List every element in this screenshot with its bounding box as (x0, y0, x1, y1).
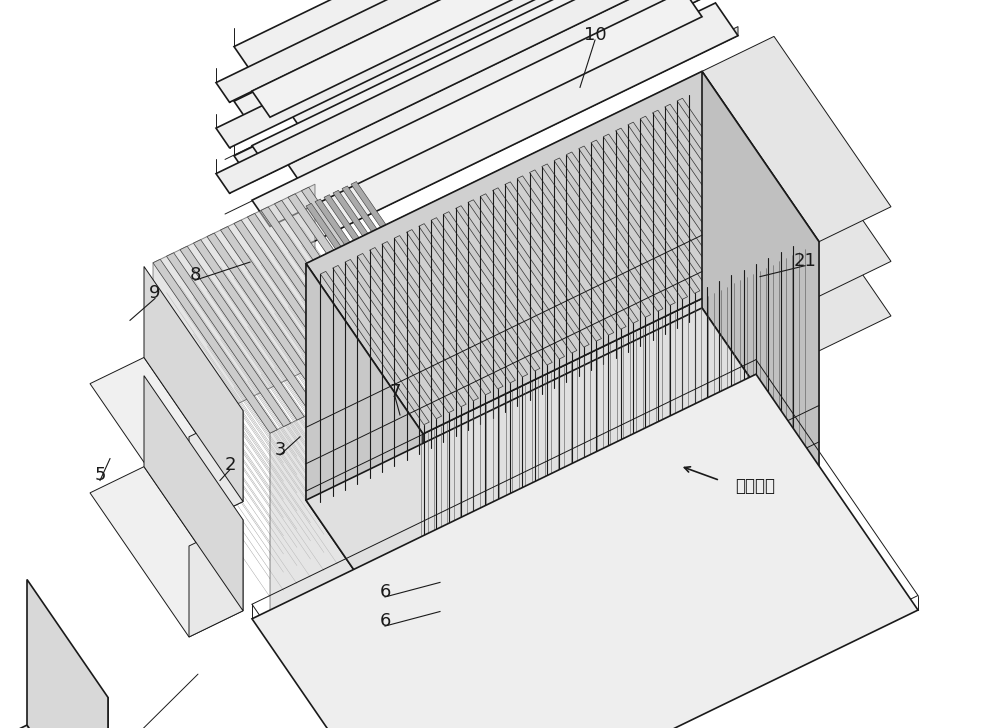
Polygon shape (234, 220, 358, 394)
Polygon shape (702, 71, 819, 478)
Polygon shape (248, 213, 372, 387)
Polygon shape (665, 104, 774, 258)
Polygon shape (216, 0, 698, 193)
Polygon shape (394, 236, 503, 389)
Polygon shape (628, 122, 737, 275)
Text: 5: 5 (94, 467, 106, 484)
Polygon shape (252, 0, 702, 117)
Polygon shape (270, 355, 432, 615)
Polygon shape (90, 467, 243, 637)
Polygon shape (315, 199, 419, 346)
Polygon shape (554, 158, 663, 312)
Text: 2: 2 (224, 456, 236, 473)
Polygon shape (324, 194, 428, 341)
Polygon shape (640, 116, 749, 269)
Text: 3: 3 (274, 441, 286, 459)
Polygon shape (677, 98, 786, 252)
Polygon shape (652, 110, 761, 264)
Polygon shape (234, 0, 684, 182)
Polygon shape (357, 253, 466, 407)
Polygon shape (493, 188, 602, 341)
Polygon shape (207, 233, 331, 407)
Polygon shape (419, 223, 528, 377)
Polygon shape (302, 187, 426, 361)
Polygon shape (306, 26, 738, 245)
Polygon shape (180, 246, 304, 420)
Polygon shape (333, 266, 442, 419)
Polygon shape (252, 0, 702, 172)
Polygon shape (189, 411, 243, 528)
Polygon shape (320, 272, 429, 424)
Polygon shape (616, 128, 724, 282)
Polygon shape (591, 140, 700, 293)
Polygon shape (274, 200, 399, 374)
Polygon shape (702, 36, 891, 242)
Polygon shape (333, 190, 437, 337)
Text: 6: 6 (379, 583, 391, 601)
Text: 21: 21 (794, 252, 816, 269)
Polygon shape (456, 206, 565, 359)
Polygon shape (382, 242, 491, 395)
Polygon shape (216, 0, 698, 148)
Polygon shape (603, 134, 712, 288)
Polygon shape (468, 199, 577, 353)
Polygon shape (144, 376, 243, 611)
Polygon shape (406, 229, 515, 383)
Polygon shape (566, 152, 675, 305)
Polygon shape (443, 212, 552, 365)
Polygon shape (189, 520, 243, 637)
Polygon shape (306, 0, 738, 136)
Polygon shape (351, 181, 455, 328)
Polygon shape (252, 0, 702, 226)
Text: 10: 10 (584, 26, 606, 44)
Text: 8: 8 (189, 266, 201, 284)
Polygon shape (144, 266, 243, 502)
Polygon shape (480, 194, 589, 347)
Polygon shape (345, 259, 454, 413)
Polygon shape (221, 226, 345, 400)
Polygon shape (342, 186, 446, 333)
Polygon shape (153, 184, 315, 445)
Polygon shape (234, 0, 684, 127)
Polygon shape (542, 164, 651, 317)
Polygon shape (261, 207, 385, 381)
Polygon shape (216, 0, 698, 103)
Polygon shape (306, 203, 410, 350)
Polygon shape (81, 697, 108, 728)
Polygon shape (306, 308, 819, 670)
Polygon shape (167, 253, 291, 427)
Polygon shape (579, 146, 688, 299)
Text: 第一方向: 第一方向 (735, 478, 775, 495)
Text: 7: 7 (389, 383, 401, 400)
Polygon shape (90, 357, 243, 528)
Text: 6: 6 (379, 612, 391, 630)
Polygon shape (27, 579, 108, 728)
Polygon shape (517, 176, 626, 329)
Polygon shape (284, 3, 738, 245)
Text: 9: 9 (149, 285, 161, 302)
Polygon shape (702, 146, 891, 351)
Polygon shape (423, 242, 819, 670)
Polygon shape (702, 91, 891, 296)
Polygon shape (252, 374, 918, 728)
Polygon shape (288, 194, 412, 368)
Polygon shape (306, 71, 819, 434)
Polygon shape (284, 0, 738, 191)
Polygon shape (234, 0, 684, 73)
Polygon shape (431, 218, 540, 371)
Polygon shape (306, 71, 702, 500)
Polygon shape (306, 0, 738, 191)
Polygon shape (370, 248, 479, 401)
Polygon shape (194, 240, 318, 414)
Polygon shape (153, 259, 277, 433)
Polygon shape (0, 725, 108, 728)
Polygon shape (530, 170, 638, 323)
Polygon shape (284, 0, 738, 136)
Polygon shape (505, 182, 614, 335)
Polygon shape (306, 264, 423, 670)
